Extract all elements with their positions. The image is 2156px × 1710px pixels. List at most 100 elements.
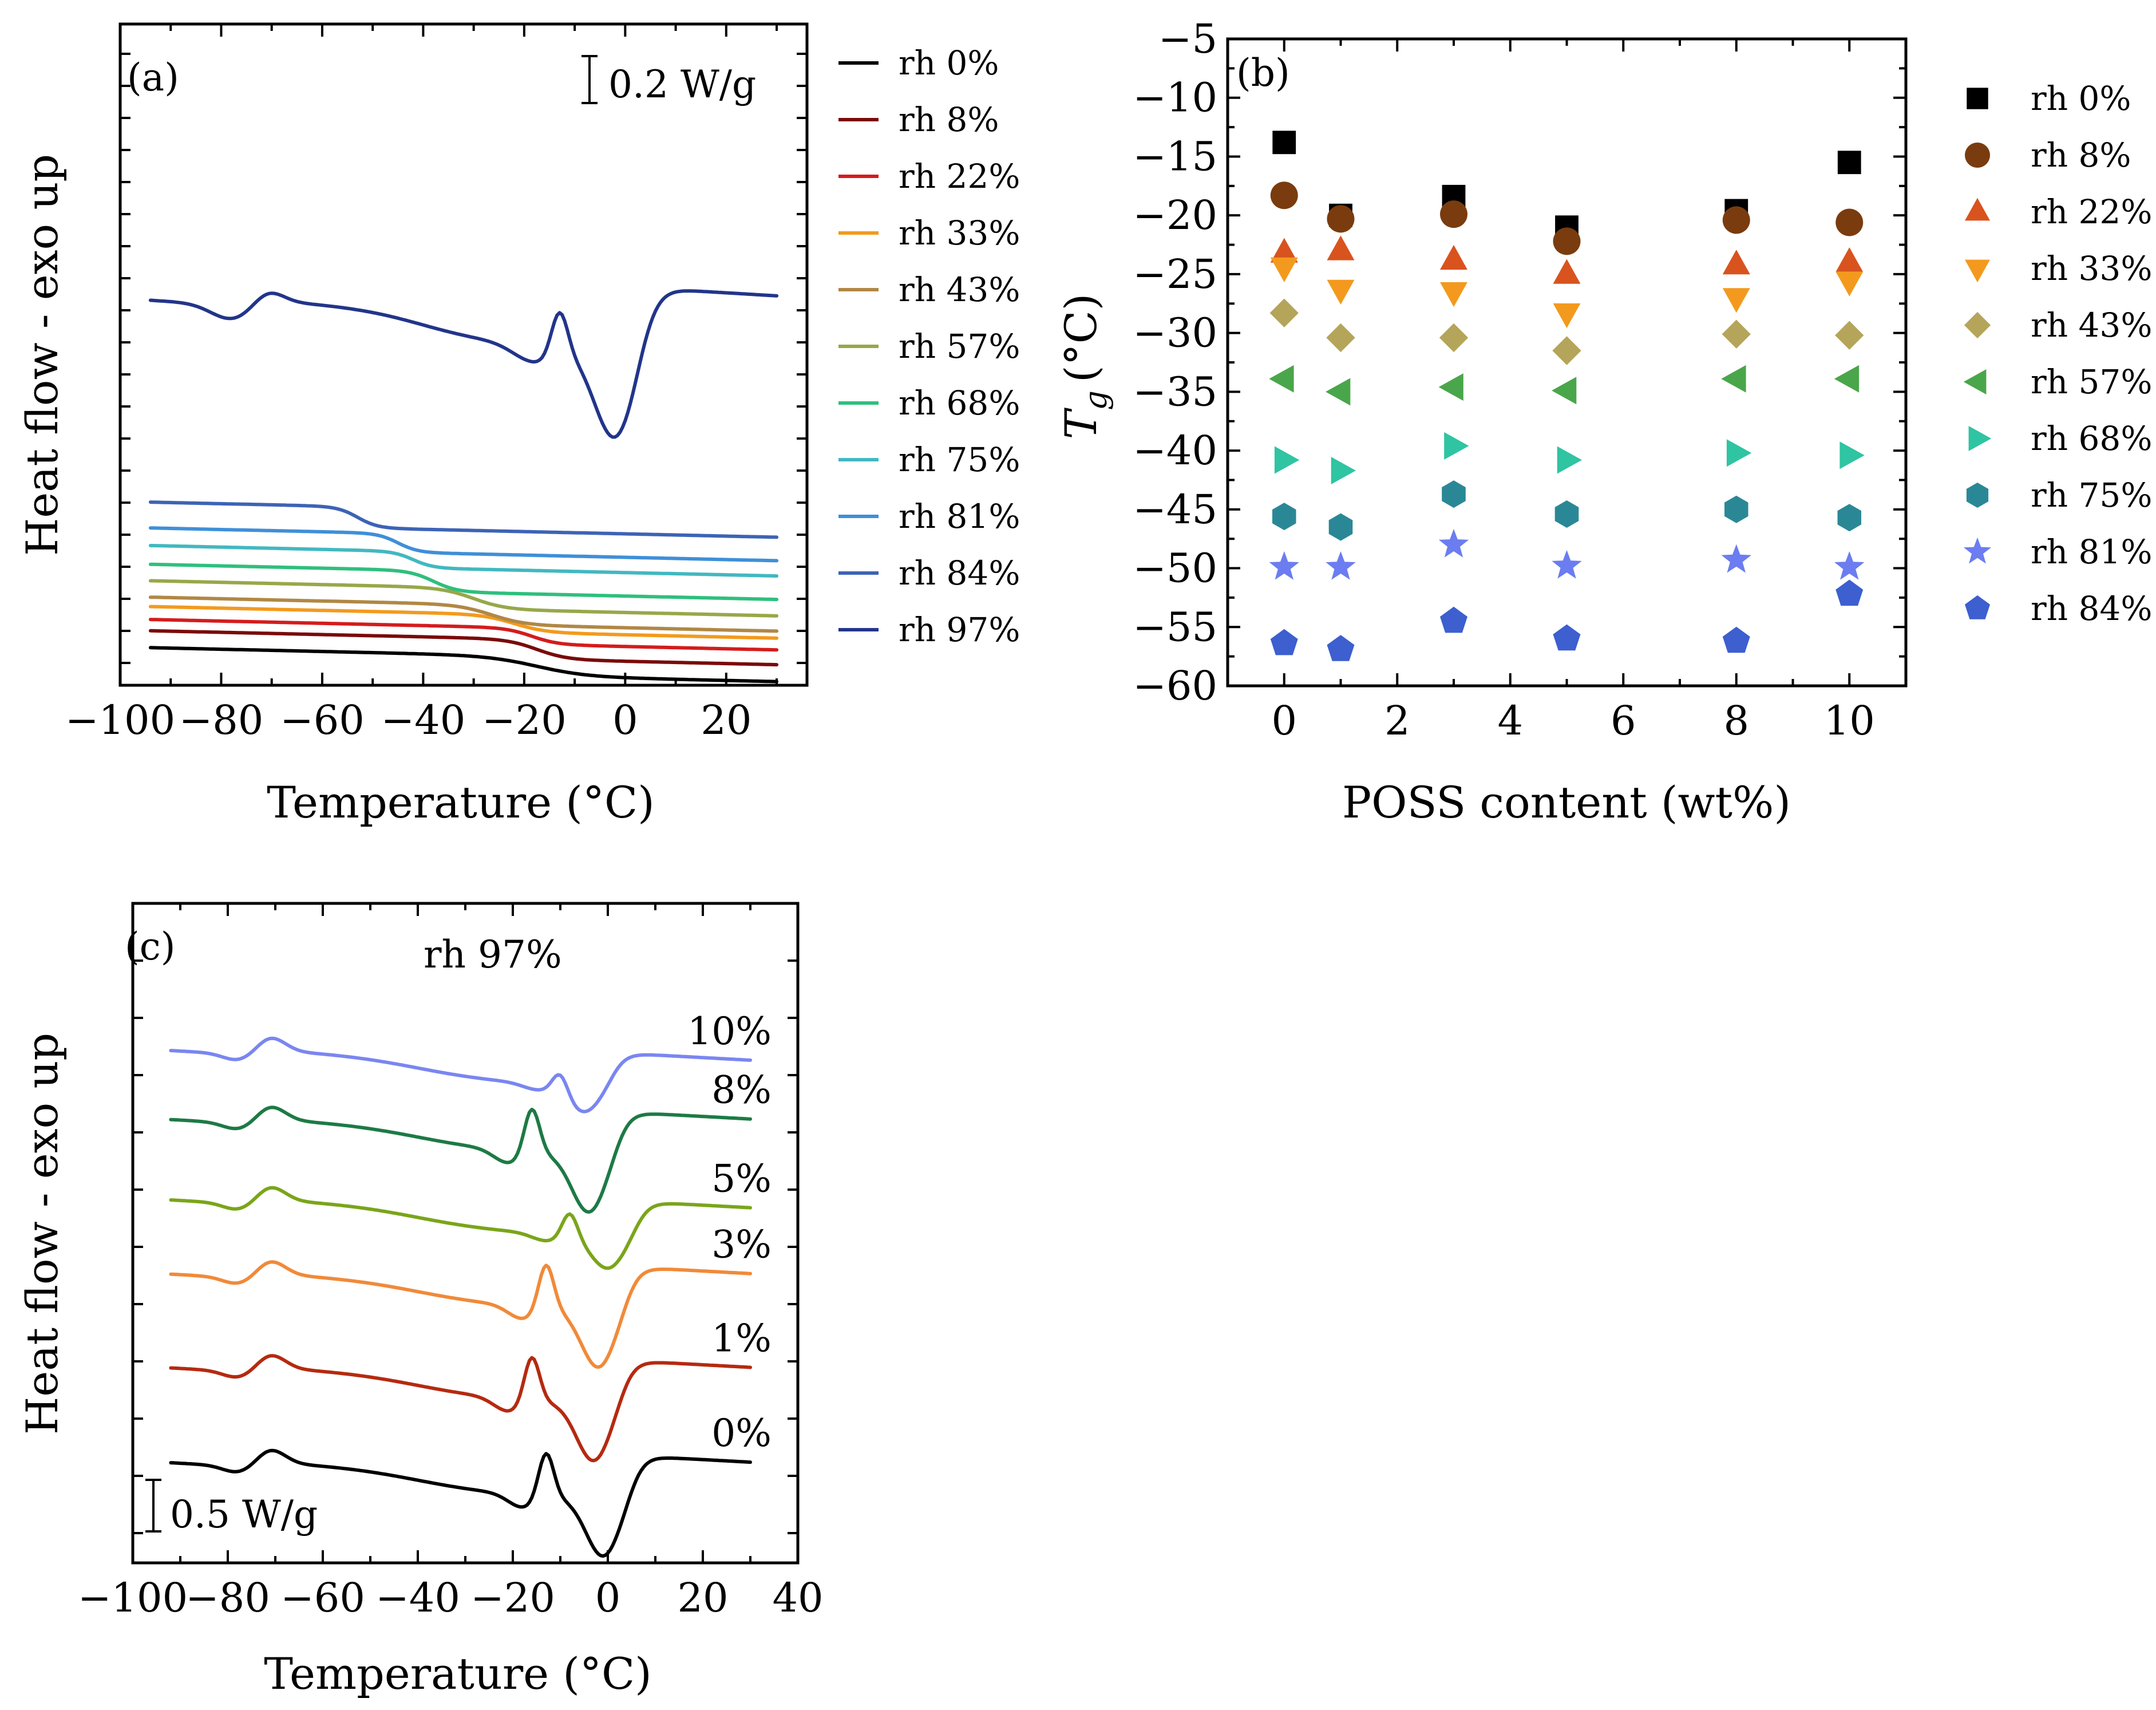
panel-b-point-rh-22- (1553, 259, 1581, 284)
panel-a-legend-label: rh 43% (899, 270, 1020, 309)
panel-b-legend-label: rh 0% (2031, 79, 2131, 118)
panel-b-point-rh-8- (1835, 208, 1864, 236)
panel-b-y-tick-label: −30 (1133, 310, 1217, 357)
panel-b-point-rh-68- (1331, 457, 1356, 484)
panel-c-x-tick-label: −40 (375, 1574, 460, 1621)
panel-b-legend-marker (1965, 595, 1990, 619)
panel-c-x-axis-label: Temperature (°C) (264, 1648, 652, 1699)
panel-b: 0 2 4 6 8 10 −60 −55 −50 −45 −40 −35 −30 −25 −20 −15 −10… (1055, 15, 2152, 828)
panel-b-point-rh-68- (1726, 439, 1752, 467)
panel-b-point-rh-84- (1327, 635, 1355, 661)
panel-b-y-tick-label: −15 (1133, 133, 1217, 180)
panel-b-x-axis-label: POSS content (wt%) (1342, 777, 1791, 828)
panel-c-x-tick-label: −60 (280, 1574, 365, 1621)
panel-b-legend-marker (1963, 369, 1987, 394)
panel-b-y-tick-label: −50 (1133, 545, 1217, 592)
panel-b-point-rh-57- (1438, 373, 1463, 401)
panel-c-series-label: 5% (711, 1157, 772, 1201)
panel-b-point-rh-68- (1274, 446, 1300, 474)
panel-a-curve-rh-84- (148, 500, 779, 539)
panel-c-x-tick-label: 40 (772, 1574, 823, 1621)
panel-b-point-rh-57- (1552, 377, 1577, 405)
panel-b-point-rh-43- (1269, 298, 1299, 327)
panel-b-y-tick-label: −5 (1158, 15, 1217, 62)
panel-b-point-rh-33- (1440, 282, 1467, 307)
panel-b-point-rh-8- (1270, 181, 1298, 210)
panel-a-ticks: −100 −80 −60 −40 −20 0 20 (65, 24, 807, 744)
panel-b-y-tick-label: −60 (1133, 662, 1217, 709)
panel-b-point-rh-68- (1839, 441, 1865, 469)
panel-b-point-rh-75- (1272, 503, 1296, 531)
panel-c-curve-3- (169, 1260, 752, 1369)
panel-b-legend-label: rh 68% (2031, 419, 2152, 458)
panel-b-point-rh-33- (1270, 257, 1298, 282)
panel-b-point-rh-81- (1721, 544, 1751, 573)
panel-c-x-tick-label: 0 (595, 1574, 621, 1621)
panel-b-point-rh-68- (1444, 432, 1469, 460)
panel-b-y-axis-label: Tg (°C) (1055, 294, 1114, 440)
panel-b-y-axis-unit: (°C) (1055, 294, 1106, 382)
panel-b-legend: rh 0% rh 8% rh 22% rh 33% rh 43% rh 57% rh 68%… (1963, 79, 2152, 628)
panel-b-point-rh-0- (1272, 131, 1296, 155)
panel-a-x-tick-label: −100 (65, 697, 175, 744)
panel-b-point-rh-84- (1553, 624, 1581, 651)
panel-b-y-axis-subscript: g (1078, 390, 1114, 410)
panel-c-y-axis-label: Heat flow - exo up (17, 1033, 68, 1435)
panel-b-point-rh-33- (1835, 271, 1864, 297)
panel-b-legend-marker (1968, 426, 1992, 451)
panel-a-legend-label: rh 33% (899, 214, 1020, 252)
panel-b-x-tick-label: 10 (1824, 697, 1875, 744)
panel-a-x-axis-label: Temperature (°C) (267, 777, 655, 828)
panel-b-legend-label: rh 81% (2031, 532, 2152, 571)
panel-b-legend-label: rh 57% (2031, 362, 2152, 401)
panel-b-legend-label: rh 8% (2031, 136, 2131, 175)
panel-b-point-rh-75- (1837, 504, 1861, 532)
panel-b-point-rh-84- (1722, 626, 1750, 653)
panel-b-x-tick-label: 0 (1271, 697, 1297, 744)
panel-b-point-rh-33- (1327, 279, 1355, 305)
panel-c-series-label: 10% (687, 1009, 772, 1053)
panel-a-scale-bar: 0.2 W/g (581, 55, 756, 106)
panel-a-curve-rh-33- (148, 605, 779, 640)
panel-b-point-rh-75- (1328, 513, 1353, 541)
panel-b-point-rh-33- (1722, 288, 1750, 313)
panel-b-point-rh-81- (1834, 551, 1865, 580)
panel-b-y-tick-label: −35 (1133, 368, 1217, 415)
panel-b-legend-marker (1964, 311, 1991, 339)
panel-b-point-rh-22- (1327, 235, 1355, 260)
panel-b-point-rh-57- (1721, 365, 1746, 393)
panel-c-series-labels: 0% 1% 3% 5% 8% 10% (687, 1009, 772, 1455)
panel-b-y-tick-label: −10 (1133, 74, 1217, 121)
panel-a-frame (118, 22, 809, 687)
panel-a-legend-label: rh 0% (899, 44, 999, 82)
panel-b-x-tick-label: 6 (1611, 697, 1636, 744)
panel-c-x-tick-label: −80 (185, 1574, 270, 1621)
panel-b-legend-label: rh 33% (2031, 249, 2152, 288)
panel-a-x-tick-label: 0 (612, 697, 638, 744)
panel-c-x-tick-label: 20 (677, 1574, 728, 1621)
panel-b-point-rh-43- (1326, 323, 1355, 353)
panel-a-legend-label: rh 81% (899, 497, 1020, 536)
panel-b-point-rh-84- (1835, 579, 1864, 606)
panel-c-curve-5- (169, 1186, 752, 1270)
panel-c-curve-0- (169, 1448, 752, 1558)
panel-c: −100−80 −60 −40 −20 0 20 40 (c) rh 97% 0.5 W/g… (17, 902, 824, 1699)
panel-b-point-rh-22- (1440, 244, 1467, 270)
panel-b-x-tick-label: 2 (1384, 697, 1410, 744)
panel-a-curve-rh-97- (148, 289, 779, 439)
panel-b-point-rh-22- (1722, 250, 1750, 275)
panel-b-legend-marker (1965, 198, 1990, 221)
panel-a-curve-rh-22- (148, 618, 779, 652)
panel-b-ticks: 0 2 4 6 8 10 −60 −55 −50 −45 −40 −35 −30 −25 −20 −15 −10… (1133, 15, 1907, 744)
panel-b-x-tick-label: 8 (1723, 697, 1749, 744)
panel-b-point-rh-8- (1553, 227, 1581, 255)
panel-b-label: (b) (1236, 51, 1290, 95)
panel-a-curve-rh-57- (148, 579, 779, 618)
panel-a-legend-label: rh 8% (899, 100, 999, 139)
panel-a-x-tick-label: −40 (381, 697, 466, 744)
panel-b-point-rh-81- (1269, 551, 1299, 580)
panel-a-legend-label: rh 22% (899, 157, 1020, 196)
panel-b-legend-marker (1965, 143, 1990, 168)
panel-c-curve-1- (169, 1354, 752, 1463)
